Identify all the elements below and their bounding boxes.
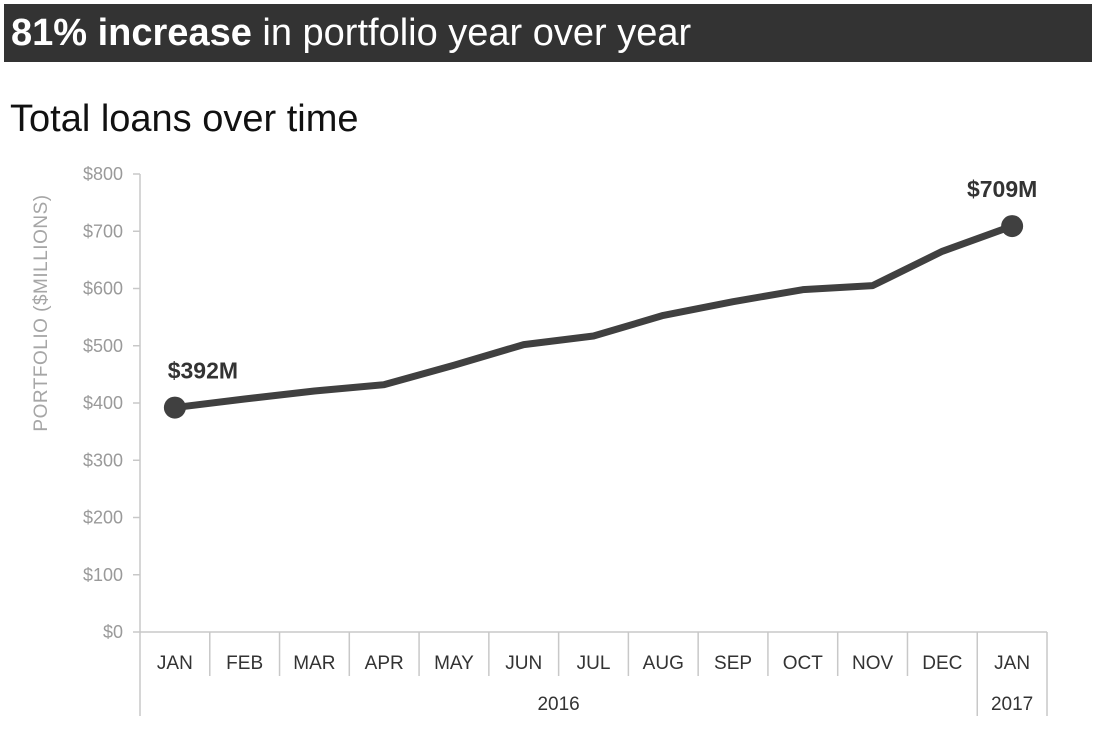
x-tick-label: SEP	[714, 653, 752, 674]
y-tick-label: $200	[83, 508, 123, 528]
data-point-marker	[1001, 215, 1024, 238]
x-tick-label: NOV	[852, 653, 894, 674]
data-label: $709M	[967, 176, 1037, 202]
y-tick-label: $400	[83, 393, 123, 413]
x-tick-label: APR	[365, 653, 404, 674]
y-tick-label: $500	[83, 336, 123, 356]
x-tick-label: MAY	[434, 653, 474, 674]
x-tick-label: MAR	[293, 653, 335, 674]
headline-text: in portfolio year over year	[262, 12, 692, 54]
y-tick-label: $600	[83, 279, 123, 299]
series-line	[171, 222, 1016, 412]
x-tick-label: JUL	[577, 653, 611, 674]
x-tick-label: FEB	[226, 653, 263, 674]
chart-title: Total loans over time	[10, 98, 359, 140]
x-tick-label: DEC	[922, 653, 962, 674]
y-tick-label: $800	[83, 164, 123, 184]
y-tick-label: $100	[83, 565, 123, 585]
x-tick-label: JAN	[157, 653, 193, 674]
y-axis-title: PORTFOLIO ($MILLIONS)	[31, 194, 52, 431]
headline-banner: 81% increase in portfolio year over year	[4, 4, 1092, 62]
data-point-marker	[163, 396, 186, 419]
x-tick-label: OCT	[783, 653, 824, 674]
x-tick-label: JAN	[994, 653, 1030, 674]
year-label: 2017	[991, 694, 1033, 715]
data-label: $392M	[168, 358, 238, 384]
x-tick-label: JUN	[505, 653, 542, 674]
x-tick-label: AUG	[643, 653, 684, 674]
y-tick-label: $300	[83, 450, 123, 470]
headline-highlight: 81% increase	[11, 12, 252, 54]
y-tick-label: $0	[103, 622, 123, 642]
y-tick-label: $700	[83, 221, 123, 241]
year-label: 2016	[537, 694, 579, 715]
